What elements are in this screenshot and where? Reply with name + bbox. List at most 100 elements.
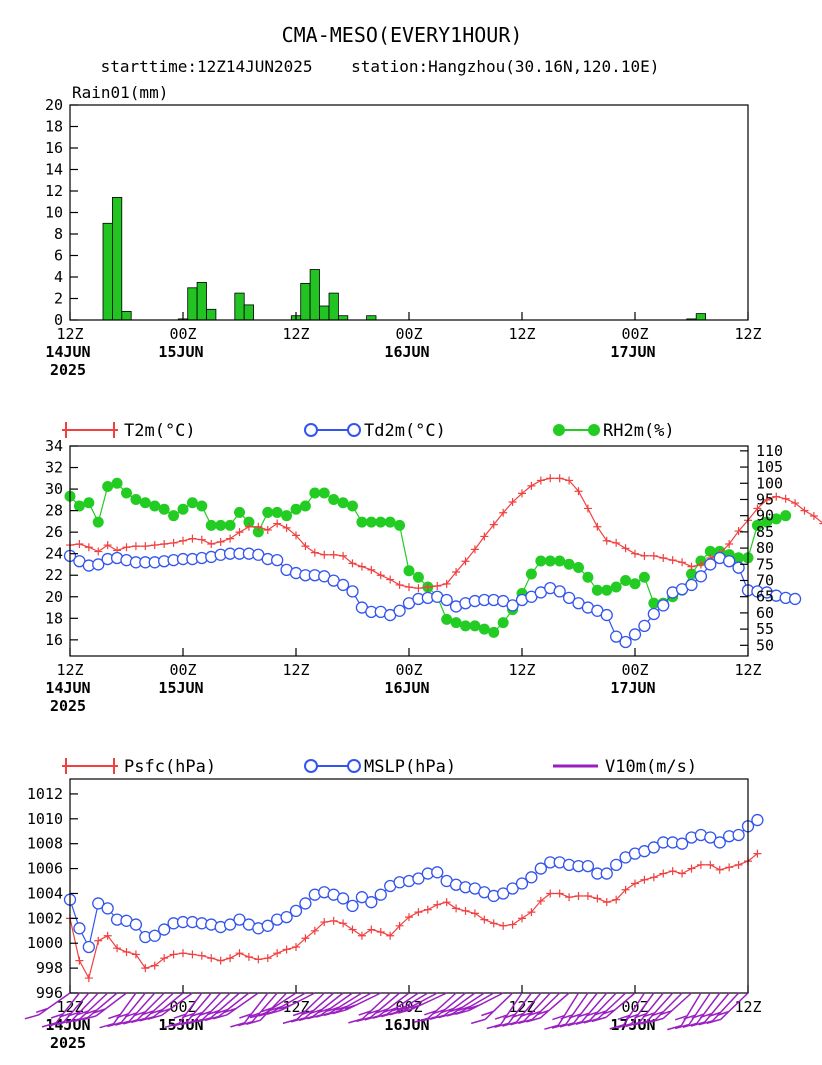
rain-ytick-label: 12 [45,182,63,200]
psfc-point [687,864,696,873]
psfc-point [546,889,555,898]
mslp-point [261,919,274,932]
psfc-point [414,908,423,917]
rh2m-point [177,503,189,515]
mslp-point [506,882,519,895]
wind-barb [290,992,335,1023]
rh2m-point [121,487,132,499]
wind-barb [690,992,730,1027]
temperature-xtick-label: 2025 [50,697,86,715]
temperature-xtick-label: 00Z [395,661,422,679]
rh2m-point [262,506,274,518]
wind-barb [356,992,401,1023]
rh2m-point [478,623,490,635]
rh2m-point [384,516,396,528]
psfc-point [489,919,498,928]
psfc-point [518,914,526,923]
rain-xtick-label: 14JUN [45,343,90,361]
t2m-legend: T2m(°C) [62,421,196,441]
wind-barb [73,992,118,1023]
temperature-xtick-label: 00Z [621,661,648,679]
rain-bar [102,222,113,321]
wind-barb [575,992,617,1026]
td2m-point [346,585,359,598]
rain-ytick-label: 10 [45,204,63,222]
t2m-point [282,523,291,532]
mslp-point [365,896,378,909]
rh2m-point [648,597,660,609]
psfc-point [659,869,668,878]
wind-barb [41,992,80,1028]
t2m-point [640,551,649,560]
temperature-ytick-label: 20 [45,588,63,606]
rain-bar [337,315,349,321]
mslp-point [280,910,293,924]
rh2m-point [620,574,632,586]
t2m-point [273,519,282,528]
rh2m-point [365,516,377,528]
mslp-point [148,929,161,942]
td2m-point [694,570,708,583]
rh2m-point [158,503,170,515]
psfc-line [69,853,758,980]
rh2m-point [271,506,283,518]
rh2m-point [751,519,763,531]
psfc-point [226,954,235,963]
rh2m-point [252,526,264,538]
t2m-legend-label: T2m(°C) [124,421,196,441]
temperature-xtick-label: 00Z [169,661,196,679]
psfc-point [508,920,517,929]
t2m-point [687,562,696,571]
t2m-point [254,522,263,531]
rh2m-point [403,565,415,577]
td2m-point [271,554,284,567]
rh2m-point [111,477,123,489]
psfc-point [244,952,253,961]
td2m-point [562,591,576,604]
td2m-point [600,608,613,622]
wind-barb [551,992,589,1029]
mslp-point [534,862,547,875]
mslp-point [431,866,444,879]
pressure-ytick-label: 998 [36,959,63,977]
psfc-point [640,875,649,884]
wind-barb [413,992,457,1024]
pressure-ytick-label: 996 [36,984,63,1002]
t2m-point [734,527,743,536]
psfc-point [386,931,395,940]
mslp-point [92,897,105,910]
t2m-point [226,534,235,543]
psfc-point [357,931,366,940]
rain-xtick-label: 00Z [621,325,648,343]
mslp-point [129,918,143,931]
rain-bar [243,304,254,321]
t2m-point [461,557,470,566]
mslp-point [751,813,764,827]
wind-barb [567,992,608,1027]
temperature-ytick-label: 18 [45,609,63,627]
wind-barb [81,992,127,1021]
rh2m-point [215,519,227,531]
rain-ytick-label: 6 [54,247,63,265]
t2m-point [809,512,818,520]
temperature-xtick-label: 16JUN [384,679,429,697]
psfc-legend: Psfc(hPa) [62,757,216,777]
rain-bar [196,281,207,321]
td2m-legend: Td2m(°C) [304,421,446,441]
temperature-ytick-label: 34 [45,437,63,455]
rh2m-point [73,500,85,512]
t2m-point [329,550,338,559]
wind-barb [559,992,598,1028]
t2m-point [405,583,413,592]
td2m-point [685,578,698,592]
rain-ytick-label: 20 [45,96,63,114]
wind-barb [123,992,165,1025]
psfc-point [555,889,564,898]
temperature-ytick-label: 26 [45,523,63,541]
rain-bar [695,313,707,321]
t2m-point [310,548,319,557]
td2m-point [336,578,350,592]
wind-barb [237,992,278,1027]
td2m-point [647,607,660,621]
